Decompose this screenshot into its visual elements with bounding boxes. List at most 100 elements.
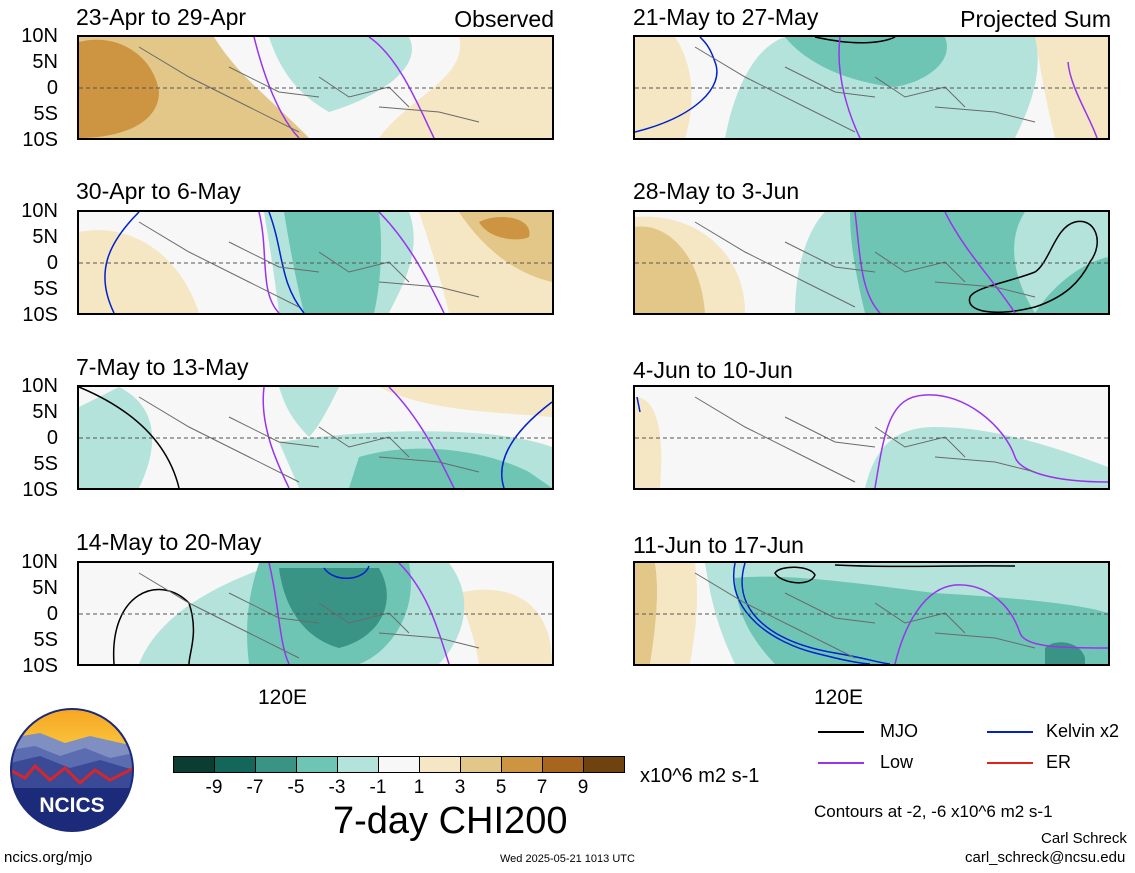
low-contour (253, 37, 300, 138)
map-panel-6 (633, 210, 1110, 315)
lat-tick-10s: 10S (22, 129, 58, 151)
map-panel-7-plot (635, 387, 1108, 488)
lat-tick-0: 0 (46, 427, 58, 449)
lat-tick-5n: 5N (32, 51, 58, 73)
er-legend-line (987, 762, 1033, 764)
positive-anomaly-area (79, 230, 199, 313)
map-panel-4-plot (79, 563, 552, 664)
colorbar-tick-label: 9 (577, 777, 589, 798)
colorbar-tick-label: -3 (328, 777, 346, 798)
low-contour (1067, 61, 1098, 138)
map-panel-5 (633, 35, 1110, 140)
lat-tick-5s: 5S (33, 278, 58, 300)
low-contour (368, 37, 435, 138)
colorbar-tick-label: -5 (287, 777, 305, 798)
low-contour (838, 37, 861, 138)
positive-anomaly-area (635, 563, 658, 664)
map-panel-3-plot (79, 387, 552, 488)
panel-title-8: 11-Jun to 17-Jun (633, 532, 804, 558)
positive-anomaly-area (635, 226, 705, 313)
lat-tick-0: 0 (46, 252, 58, 274)
negative-anomaly-area (269, 37, 412, 112)
coastline (138, 572, 480, 659)
positive-anomaly-area (459, 589, 552, 664)
contours-note: Contours at -2, -6 x10^6 m2 s-1 (814, 802, 1053, 821)
lat-tick-5n: 5N (32, 401, 58, 423)
x-axis-label-left: 120E (258, 686, 308, 709)
low-contour (268, 563, 290, 664)
x-axis-label-right: 120E (814, 686, 864, 709)
map-panel-4 (77, 561, 554, 666)
coastline (694, 396, 1036, 483)
low-contour (388, 387, 455, 488)
moderate-negative-area (735, 576, 1108, 664)
lat-tick-0: 0 (46, 603, 58, 625)
colorbar-tick-label: -9 (205, 777, 223, 798)
map-panel-2-plot (79, 212, 552, 313)
colorbar-tick-label: 1 (413, 777, 425, 798)
projected-label: Projected Sum (960, 6, 1111, 32)
negative-anomaly-area (279, 387, 339, 437)
mjo-contour (834, 564, 1016, 568)
moderate-negative-area (785, 37, 947, 87)
mjo-legend-label: MJO (880, 721, 918, 741)
kelvin-contour (635, 37, 718, 133)
map-panel-2 (77, 210, 554, 315)
kelvin-contour (741, 563, 891, 664)
kelvin-contour (732, 563, 871, 664)
colorbar-swatch (542, 756, 584, 773)
colorbar-swatch (378, 756, 420, 773)
map-panel-1 (77, 35, 554, 140)
lat-tick-10n: 10N (21, 551, 58, 573)
kelvin-contour (104, 212, 140, 313)
mjo-contour (79, 387, 180, 488)
map-panel-1-plot (79, 37, 552, 138)
coastline (694, 46, 1036, 133)
low-legend-line (818, 762, 864, 764)
panel-title-6: 28-May to 3-Jun (633, 178, 800, 204)
panel-title-5: 21-May to 27-May (633, 4, 819, 30)
colorbar-units: x10^6 m2 s-1 (640, 765, 760, 787)
strong-positive-anomaly-area (79, 39, 159, 138)
low-contour (894, 584, 1108, 664)
mjo-contour (814, 37, 896, 44)
lat-tick-5n: 5N (32, 577, 58, 599)
footer-email[interactable]: carl_schreck@ncsu.edu (965, 849, 1126, 866)
map-panel-8-plot (635, 563, 1108, 664)
lat-tick-5s: 5S (33, 453, 58, 475)
lat-tick-10n: 10N (21, 25, 58, 47)
ncics-logo-graphic: NCICS (10, 708, 134, 832)
colorbar-swatch (419, 756, 461, 773)
panel-title-1: 23-Apr to 29-Apr (76, 4, 247, 30)
low-contour (258, 212, 280, 313)
low-contour (874, 394, 1108, 488)
map-panel-3 (77, 385, 554, 490)
lat-tick-5n: 5N (32, 226, 58, 248)
coastline (138, 396, 480, 483)
low-contour (378, 212, 445, 313)
colorbar-swatch (460, 756, 502, 773)
lat-tick-5s: 5S (33, 629, 58, 651)
colorbar-tick-label: 7 (536, 777, 548, 798)
colorbar-swatch (255, 756, 297, 773)
map-panel-8 (633, 561, 1110, 666)
low-contour (854, 212, 881, 313)
kelvin-legend-label: Kelvin x2 (1046, 721, 1120, 741)
map-panel-7 (633, 385, 1110, 490)
kelvin-contour (501, 401, 552, 488)
panel-title-7: 4-Jun to 10-Jun (633, 357, 793, 383)
low-contour (944, 212, 1016, 313)
kelvin-legend-line (987, 731, 1033, 733)
colorbar-title: 7-day CHI200 (333, 800, 568, 842)
ncics-logo: NCICS (10, 708, 134, 832)
lat-tick-10s: 10S (22, 479, 58, 501)
map-panel-5-plot (635, 37, 1108, 138)
lat-tick-10s: 10S (22, 655, 58, 677)
coastline (694, 221, 1036, 308)
colorbar-swatch (214, 756, 256, 773)
lat-tick-10s: 10S (22, 304, 58, 326)
low-contour (262, 387, 290, 488)
footer-url[interactable]: ncics.org/mjo (4, 849, 93, 866)
colorbar-swatch (173, 756, 215, 773)
colorbar-tick-label: 5 (495, 777, 507, 798)
